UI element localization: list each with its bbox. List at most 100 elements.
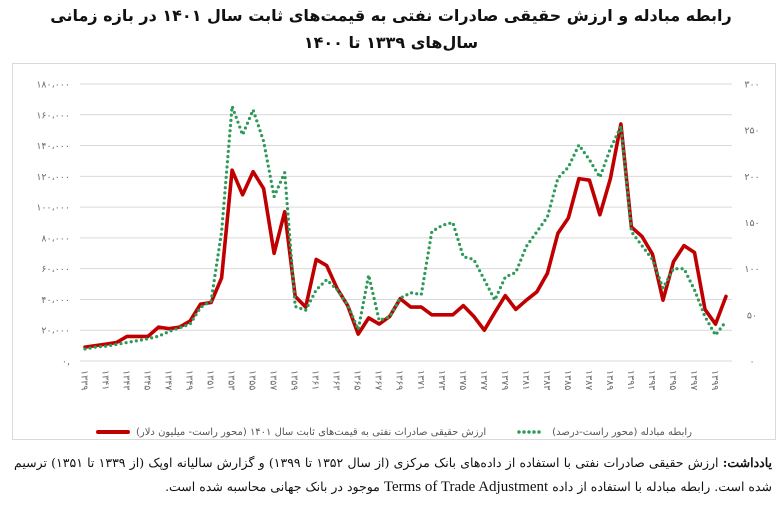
point-terms-of-trade-1355 — [251, 108, 255, 112]
chart-title-line2: سال‌های ۱۳۳۹ تا ۱۴۰۰ — [303, 33, 479, 52]
point-terms-of-trade-1367 — [377, 318, 381, 322]
point-terms-of-trade-1353 — [230, 104, 234, 108]
series-line-terms-of-trade — [83, 104, 728, 351]
point-export-value-1382 — [535, 290, 539, 294]
point-export-value-1396 — [682, 244, 686, 248]
x-axis-tick-label: ۱۳۴۹ — [184, 370, 195, 390]
point-export-value-1387 — [587, 178, 591, 182]
x-axis-tick-label: ۱۳۸۱ — [520, 370, 531, 390]
point-export-value-1344 — [136, 334, 140, 338]
point-terms-of-trade-1345 — [146, 337, 150, 341]
left-axis-tick-label: ۲۰،۰۰۰ — [41, 326, 70, 337]
legend-item-export-value: ارزش حقیقی صادرات نفتی به قیمت‌های ثابت … — [96, 427, 486, 438]
x-axis-tick-label: ۱۳۷۳ — [436, 370, 447, 390]
point-export-value-1358 — [283, 210, 287, 214]
point-terms-of-trade-1348 — [178, 326, 182, 330]
x-axis-tick-label: ۱۳۹۳ — [646, 370, 657, 390]
x-axis-tick-label: ۱۳۷۵ — [457, 370, 468, 390]
footnote-english-term: Terms of Trade Adjustment — [383, 479, 549, 495]
point-export-value-1394 — [661, 298, 665, 302]
point-export-value-1362 — [325, 264, 329, 268]
legend-label-terms-of-trade: رابطه مبادله (محور راست-درصد) — [552, 426, 692, 438]
point-export-value-1374 — [451, 313, 455, 317]
point-terms-of-trade-1378 — [493, 298, 497, 302]
legend-item-terms-of-trade: رابطه مبادله (محور راست-درصد) — [516, 427, 692, 438]
x-axis-tick-label: ۱۳۵۱ — [205, 370, 216, 390]
point-terms-of-trade-1387 — [587, 158, 591, 162]
point-terms-of-trade-1340 — [94, 345, 98, 349]
point-terms-of-trade-1359 — [293, 305, 297, 309]
left-axis-tick-label: ۸۰،۰۰۰ — [41, 233, 70, 244]
legend-swatch-dotted-green — [517, 430, 546, 434]
point-terms-of-trade-1379 — [503, 275, 507, 279]
point-export-value-1367 — [377, 322, 381, 326]
x-axis-tick-label: ۱۳۷۹ — [499, 370, 510, 390]
chart-title-line1: رابطه مبادله و ارزش حقیقی صادرات نفتی به… — [50, 6, 732, 25]
x-axis-tick-label: ۱۳۴۳ — [121, 370, 132, 390]
left-axis-tick-label: ۱۸۰،۰۰۰ — [36, 80, 70, 91]
point-export-value-1372 — [430, 313, 434, 317]
point-export-value-1346 — [157, 325, 161, 329]
point-export-value-1377 — [482, 328, 486, 332]
point-terms-of-trade-1354 — [241, 133, 245, 137]
point-export-value-1361 — [314, 257, 318, 261]
x-axis-tick-label: ۱۳۵۷ — [268, 370, 279, 390]
left-axis-tick-label: ۱۰۰،۰۰۰ — [36, 203, 70, 214]
point-terms-of-trade-1374 — [451, 221, 455, 225]
point-export-value-1356 — [262, 187, 266, 191]
point-terms-of-trade-1386 — [577, 143, 581, 147]
legend-swatch-solid-red — [96, 430, 130, 434]
point-export-value-1385 — [566, 216, 570, 220]
point-export-value-1355 — [251, 170, 255, 174]
right-axis-tick-label: ۲۰۰ — [744, 172, 759, 183]
point-terms-of-trade-1398 — [703, 315, 707, 319]
x-axis-tick-label: ۱۳۳۹ — [79, 370, 90, 390]
point-terms-of-trade-1352 — [220, 230, 224, 234]
point-terms-of-trade-1391 — [629, 230, 633, 234]
x-axis-tick-label: ۱۳۹۵ — [667, 370, 678, 390]
point-export-value-1383 — [545, 271, 549, 275]
point-terms-of-trade-1397 — [692, 288, 696, 292]
left-axis-tick-label: ۱۴۰،۰۰۰ — [36, 141, 70, 152]
point-terms-of-trade-1390 — [619, 124, 623, 128]
x-axis-tick-label: ۱۳۵۳ — [226, 370, 237, 390]
x-axis-tick-label: ۱۳۵۵ — [247, 370, 258, 390]
x-axis-tick-label: ۱۳۶۵ — [352, 370, 363, 390]
x-axis-tick-label: ۱۳۴۵ — [142, 370, 153, 390]
point-terms-of-trade-1342 — [115, 342, 119, 346]
point-export-value-1366 — [367, 316, 371, 320]
left-axis-tick-label: ۴۰،۰۰۰ — [41, 295, 70, 306]
left-axis-tick-label: ۱۲۰،۰۰۰ — [36, 172, 70, 183]
point-terms-of-trade-1393 — [650, 257, 654, 261]
point-export-value-1343 — [125, 334, 129, 338]
point-terms-of-trade-1339 — [83, 347, 87, 351]
point-terms-of-trade-1380 — [514, 270, 518, 274]
x-axis-tick-label: ۱۳۴۷ — [163, 370, 174, 390]
point-terms-of-trade-1395 — [671, 267, 675, 271]
point-terms-of-trade-1360 — [304, 308, 308, 312]
point-export-value-1378 — [493, 311, 497, 315]
point-terms-of-trade-1346 — [157, 334, 161, 338]
right-axis-tick-label: ۱۰۰ — [744, 264, 759, 275]
point-terms-of-trade-1341 — [104, 344, 108, 348]
point-terms-of-trade-1364 — [346, 303, 350, 307]
point-export-value-1365 — [356, 332, 360, 336]
x-axis-tick-label: ۱۳۸۳ — [541, 370, 552, 390]
series-lines — [83, 104, 728, 351]
footnote-text-1: ارزش حقیقی صادرات نفتی با استفاده از داد… — [14, 455, 772, 494]
point-terms-of-trade-1396 — [682, 267, 686, 271]
point-terms-of-trade-1373 — [440, 223, 444, 227]
point-terms-of-trade-1357 — [272, 195, 276, 199]
point-export-value-1379 — [503, 294, 507, 298]
x-axis-tick-label: ۱۳۷۷ — [478, 370, 489, 390]
point-terms-of-trade-1351 — [209, 299, 213, 303]
point-export-value-1373 — [440, 313, 444, 317]
chart-frame — [12, 63, 776, 440]
left-axis-tick-label: ۶۰،۰۰۰ — [41, 264, 70, 275]
point-terms-of-trade-1347 — [167, 329, 171, 333]
point-terms-of-trade-1400 — [724, 319, 728, 323]
point-terms-of-trade-1371 — [419, 293, 423, 297]
right-axis-tick-label: ۵۰ — [747, 310, 757, 321]
point-export-value-1399 — [713, 322, 717, 326]
point-export-value-1389 — [608, 177, 612, 181]
